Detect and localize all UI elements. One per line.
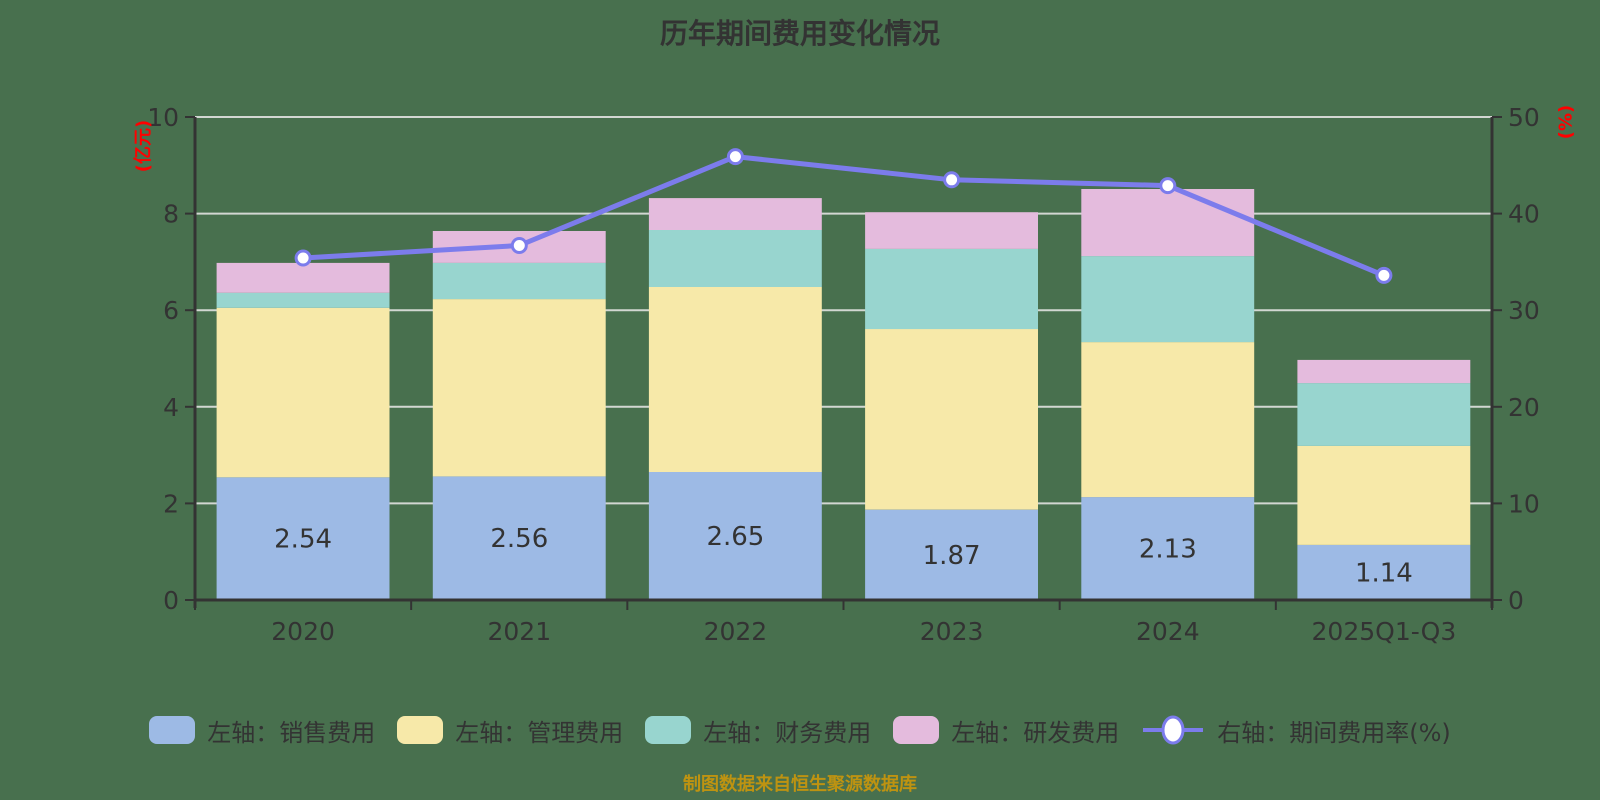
legend-label: 左轴：管理费用 bbox=[455, 718, 624, 747]
legend-swatch bbox=[149, 716, 196, 744]
legend-swatch bbox=[893, 716, 940, 744]
x-axis-category-label: 2025Q1-Q3 bbox=[1312, 617, 1457, 646]
rate-line-marker[interactable] bbox=[510, 237, 528, 254]
legend-label: 左轴：研发费用 bbox=[951, 718, 1120, 747]
legend-label: 左轴：销售费用 bbox=[207, 718, 376, 747]
bar-segment[interactable] bbox=[648, 287, 822, 472]
bar-segment[interactable] bbox=[432, 262, 606, 300]
bar-segment[interactable] bbox=[1297, 383, 1471, 446]
bar-segment[interactable] bbox=[648, 230, 822, 287]
rate-line-marker[interactable] bbox=[1159, 177, 1177, 195]
left-axis-tick-label: 10 bbox=[147, 103, 179, 132]
right-axis-unit-label: (%) bbox=[1555, 104, 1577, 140]
x-axis-category-label: 2021 bbox=[487, 617, 551, 646]
legend-swatch bbox=[645, 716, 692, 744]
rate-line-marker[interactable] bbox=[294, 249, 312, 267]
bar-value-label: 1.14 bbox=[1355, 559, 1413, 589]
bar-segment[interactable] bbox=[1081, 342, 1255, 498]
rate-line[interactable] bbox=[300, 154, 1387, 278]
data-source-note: 制图数据来自恒生聚源数据库 bbox=[683, 774, 917, 795]
left-axis-unit-label: (亿元) bbox=[133, 119, 154, 173]
bar-segment[interactable] bbox=[648, 198, 822, 230]
x-axis-category-label: 2020 bbox=[271, 617, 335, 646]
legend: 左轴：销售费用 左轴：管理费用 左轴：财务费用 左轴：研发费用 右轴：期间费用率(%) bbox=[0, 708, 1600, 752]
legend-label: 左轴：财务费用 bbox=[703, 718, 872, 747]
x-axis-category-label: 2024 bbox=[1136, 617, 1200, 646]
bar-segment[interactable] bbox=[1081, 256, 1255, 343]
bar-segment[interactable] bbox=[216, 292, 390, 308]
legend-line-marker-icon bbox=[1141, 714, 1205, 746]
legend-item[interactable]: 左轴：管理费用 bbox=[397, 713, 623, 748]
bar-segment[interactable] bbox=[216, 262, 390, 293]
bar-segment[interactable] bbox=[1081, 497, 1255, 600]
bar-segment[interactable] bbox=[865, 212, 1038, 249]
x-axis-category-label: 2022 bbox=[704, 617, 768, 646]
bar-segment[interactable] bbox=[432, 476, 606, 600]
bar-segment[interactable] bbox=[648, 472, 822, 600]
legend-item[interactable]: 右轴：期间费用率(%) bbox=[1141, 713, 1451, 748]
bar-segment[interactable] bbox=[1297, 445, 1471, 545]
legend-label: 右轴：期间费用率(%) bbox=[1217, 718, 1451, 747]
bar-value-label: 2.65 bbox=[706, 522, 764, 552]
rate-line-marker[interactable] bbox=[943, 171, 961, 189]
left-axis-tick-label: 2 bbox=[163, 489, 179, 518]
left-axis-tick-label: 4 bbox=[163, 393, 179, 422]
left-axis-tick-label: 8 bbox=[163, 200, 179, 229]
legend-swatch bbox=[397, 716, 444, 744]
right-axis-tick-label: 50 bbox=[1508, 103, 1540, 132]
right-axis-tick-label: 30 bbox=[1508, 296, 1540, 325]
bar-value-label: 2.54 bbox=[274, 525, 332, 555]
rate-line-marker[interactable] bbox=[726, 148, 744, 166]
right-axis-tick-label: 0 bbox=[1508, 586, 1524, 615]
bar-segment[interactable] bbox=[865, 329, 1038, 510]
bar-segment[interactable] bbox=[216, 477, 390, 600]
bar-segment[interactable] bbox=[865, 248, 1038, 330]
left-axis-tick-label: 6 bbox=[163, 296, 179, 325]
right-axis-tick-label: 10 bbox=[1508, 489, 1540, 518]
legend-item[interactable]: 左轴：研发费用 bbox=[893, 713, 1119, 748]
left-axis-tick-label: 0 bbox=[163, 586, 179, 615]
bar-segment[interactable] bbox=[1081, 189, 1255, 257]
chart-title: 历年期间费用变化情况 bbox=[659, 17, 940, 50]
right-axis-tick-label: 20 bbox=[1508, 393, 1540, 422]
rate-line-marker[interactable] bbox=[1375, 266, 1393, 284]
legend-item[interactable]: 左轴：财务费用 bbox=[645, 713, 871, 748]
bar-value-label: 1.87 bbox=[923, 541, 981, 571]
bar-segment[interactable] bbox=[216, 307, 390, 478]
bar-segment[interactable] bbox=[865, 509, 1038, 600]
bar-segment[interactable] bbox=[1297, 544, 1471, 600]
bar-segment[interactable] bbox=[1297, 359, 1471, 384]
x-axis-category-label: 2023 bbox=[920, 617, 984, 646]
right-axis-tick-label: 40 bbox=[1508, 200, 1540, 229]
bar-segment[interactable] bbox=[432, 299, 606, 477]
bar-value-label: 2.56 bbox=[490, 524, 548, 554]
bar-value-label: 2.13 bbox=[1139, 535, 1197, 565]
legend-item[interactable]: 左轴：销售费用 bbox=[149, 713, 375, 748]
